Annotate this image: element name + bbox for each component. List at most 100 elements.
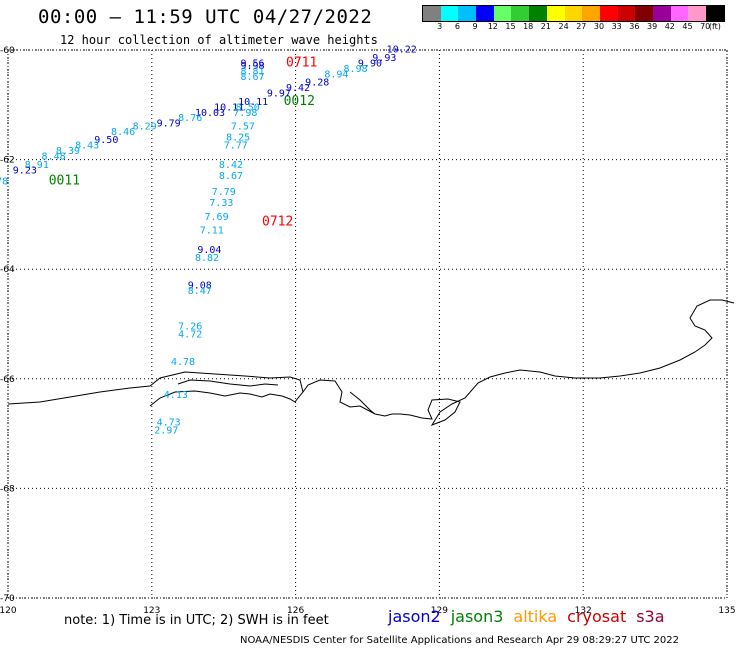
axis-tick-labels: 120 123 126 129 132 135 -60 -62 -64 -66 -68 -70 [0, 46, 736, 616]
satellite-legend-item: jason2 [388, 607, 441, 626]
wave-height-value: 9.90 [358, 58, 382, 69]
map-title: 00:00 – 11:59 UTC 04/27/2022 [38, 6, 373, 28]
wave-height-value: 8.48 [42, 152, 66, 163]
wave-height-value: 8.94 [324, 69, 348, 80]
color-swatch [582, 6, 600, 21]
wave-height-value: 9.08 [188, 280, 212, 291]
wave-height-value: 4.78 [171, 357, 195, 368]
color-swatch [599, 6, 618, 21]
color-swatch [493, 6, 512, 21]
longitude-tick-label: 129 [431, 606, 448, 616]
wave-height-value: 8.67 [240, 72, 264, 83]
wave-height-value: 9.42 [286, 83, 310, 94]
longitude-tick-label: 120 [0, 606, 17, 616]
color-scale-label: 24 [558, 22, 569, 31]
wave-height-value: 8.82 [195, 253, 219, 264]
map-frame [7, 49, 728, 599]
latitude-tick-label: -62 [0, 156, 15, 166]
pass-id-label: 0711 [286, 55, 317, 70]
color-swatch [635, 6, 653, 21]
color-scale-label: 42 [664, 22, 675, 31]
wave-height-value: 8.76 [178, 113, 202, 124]
wave-height-value: 8.91 [25, 160, 49, 171]
wave-height-value: 7.77 [224, 141, 248, 152]
color-scale-label: (ft) [708, 22, 721, 31]
antarctic-coastline [7, 299, 735, 426]
wave-height-value: 7.98 [233, 108, 257, 119]
wave-height-value: 9.04 [197, 245, 221, 256]
wave-height-value: 10.11 [214, 102, 244, 113]
wave-height-value: 9.93 [372, 53, 396, 64]
color-scale-label: 21 [540, 22, 551, 31]
pass-id-label: 0011 [49, 173, 80, 188]
satellite-legend-item: altika [513, 607, 558, 626]
wave-height-value: 7.33 [209, 198, 233, 209]
wave-height-value: 8.98 [344, 64, 368, 75]
wave-height-value: 7.57 [231, 121, 255, 132]
wave-height-value: 8.43 [75, 141, 99, 152]
wave-height-value: 10.11 [238, 97, 268, 108]
satellite-legend-item: jason3 [450, 607, 504, 626]
color-scale-label: 30 [593, 22, 605, 31]
wave-height-value: 8.39 [56, 146, 80, 157]
pass-labels: 0711 0012 0011 0712 [49, 55, 318, 229]
wave-height-value: 2.97 [154, 426, 178, 437]
color-scale-label: 18 [523, 22, 534, 31]
color-scale-label: 15 [505, 22, 516, 31]
longitude-tick-label: 126 [287, 606, 304, 616]
wave-height-value: 10.22 [387, 45, 417, 56]
color-scale-bar [422, 5, 725, 22]
wave-height-value: 8.78 [0, 176, 8, 187]
wave-height-value: 9.98 [240, 61, 264, 72]
wave-height-value: 8.81 [240, 67, 264, 78]
wave-height-value: 8.29 [133, 121, 157, 132]
latitude-tick-label: -60 [0, 46, 15, 56]
color-scale-label: 70 [700, 22, 711, 31]
wave-height-value: 7.11 [200, 226, 224, 237]
color-swatch [440, 6, 459, 21]
color-swatch [476, 6, 494, 21]
wave-height-value: 7.69 [205, 212, 229, 223]
latitude-tick-label: -64 [0, 265, 15, 275]
wave-height-value: 10.03 [195, 108, 225, 119]
color-scale-label: 39 [647, 22, 658, 31]
pass-id-label: 0712 [262, 214, 293, 229]
footer-note: note: 1) Time is in UTC; 2) SWH is in fe… [64, 613, 329, 628]
credit-line: NOAA/NESDIS Center for Satellite Applica… [240, 635, 679, 646]
color-swatch [688, 6, 706, 21]
wave-height-value: 9.28 [305, 78, 329, 89]
color-swatch [529, 6, 547, 21]
pass-id-label: 0012 [284, 94, 315, 109]
wave-height-value: 9.97 [267, 89, 291, 100]
color-scale-label: 3 [437, 22, 443, 31]
wave-height-value: 8.42 [219, 160, 243, 171]
satellite-legend: jason2 jason3 altika cryosat s3a [388, 607, 665, 626]
wave-height-value: 8.67 [219, 171, 243, 182]
color-swatch [511, 6, 530, 21]
wave-height-value: 9.56 [240, 58, 264, 69]
wave-height-value: 9.23 [13, 165, 37, 176]
wave-height-value: 7.26 [178, 321, 202, 332]
wave-height-value: 9.79 [157, 119, 181, 130]
color-swatch [670, 6, 689, 21]
color-scale-label: 45 [682, 22, 693, 31]
longitude-tick-label: 123 [143, 606, 160, 616]
color-scale-label: 36 [629, 22, 640, 31]
satellite-legend-item: cryosat [567, 607, 627, 626]
longitude-tick-label: 132 [575, 606, 592, 616]
latitude-tick-label: -66 [0, 375, 15, 385]
color-swatch [652, 6, 671, 21]
color-swatch [546, 6, 565, 21]
map-subtitle: 12 hour collection of altimeter wave hei… [60, 33, 378, 47]
color-scale-label: 27 [576, 22, 587, 31]
color-swatch [458, 6, 477, 21]
wave-height-value: 4.73 [157, 417, 181, 428]
latitude-tick-label: -70 [0, 594, 15, 604]
latitude-tick-label: -68 [0, 484, 15, 494]
wave-height-value: 4.13 [164, 390, 188, 401]
wave-height-value: 8.50 [236, 102, 260, 113]
color-swatch [423, 6, 441, 21]
wave-height-value: 9.50 [94, 135, 118, 146]
wave-height-value: 8.46 [111, 127, 135, 138]
